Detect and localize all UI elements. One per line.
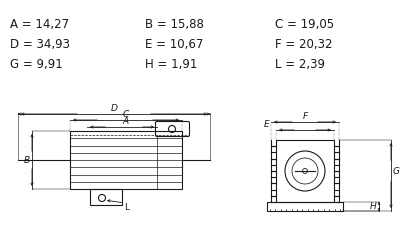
Text: A: A: [123, 117, 129, 125]
Text: D = 34,93: D = 34,93: [10, 38, 70, 51]
Text: L: L: [124, 203, 129, 212]
Text: D: D: [110, 104, 118, 113]
Text: E = 10,67: E = 10,67: [145, 38, 203, 51]
Text: F: F: [302, 112, 308, 121]
Text: E: E: [263, 120, 269, 129]
Text: A = 14,27: A = 14,27: [10, 17, 69, 30]
Text: G: G: [393, 167, 400, 176]
Bar: [267, 202, 343, 211]
Text: C: C: [123, 110, 129, 119]
Text: H: H: [370, 202, 377, 211]
Text: G = 9,91: G = 9,91: [10, 58, 63, 70]
Text: L = 2,39: L = 2,39: [275, 58, 325, 70]
Text: B = 15,88: B = 15,88: [145, 17, 204, 30]
Text: F = 20,32: F = 20,32: [275, 38, 332, 51]
Text: H = 1,91: H = 1,91: [145, 58, 197, 70]
Bar: [70, 131, 182, 189]
Text: C = 19,05: C = 19,05: [275, 17, 334, 30]
Bar: [90, 189, 122, 205]
Text: B: B: [24, 155, 30, 165]
Bar: [276, 140, 334, 202]
